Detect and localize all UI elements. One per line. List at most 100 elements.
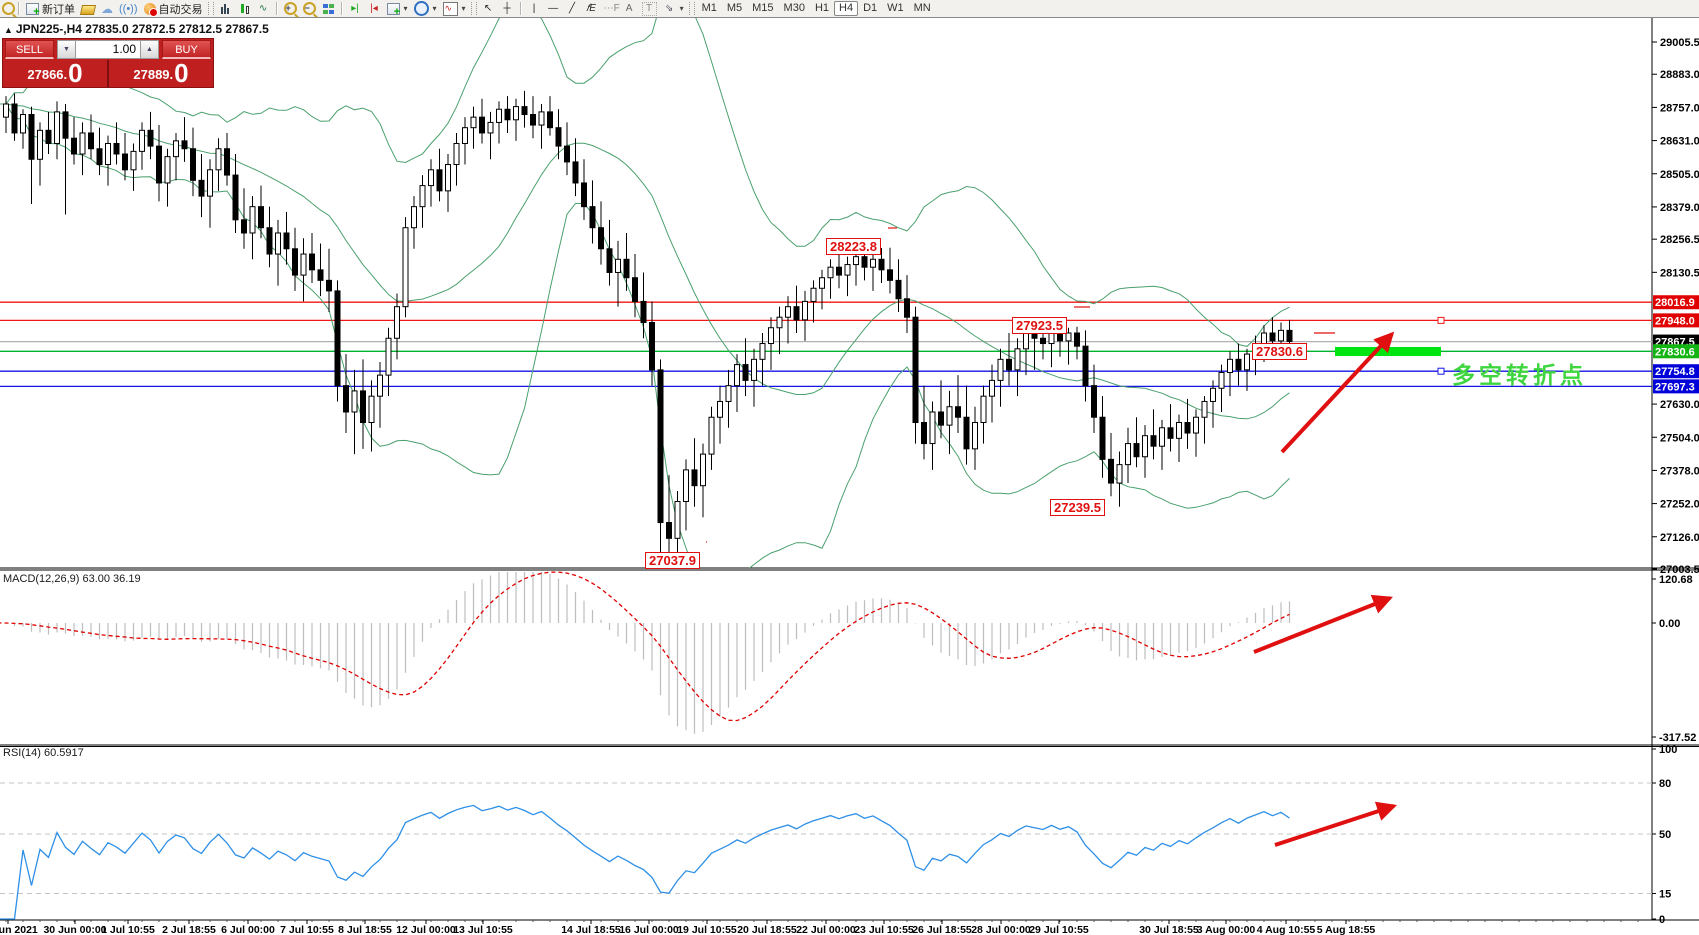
- zoom-in-icon: +: [283, 2, 297, 15]
- turning-point-text[interactable]: 多空转折点: [1452, 362, 1587, 388]
- indicators-button[interactable]: ▾: [440, 1, 469, 17]
- line-chart-button[interactable]: ∿: [254, 1, 273, 17]
- indicators-icon: [442, 1, 458, 16]
- trend-arrow[interactable]: [1253, 594, 1393, 654]
- price-badges: 28016.927948.027867.527830.627754.827697…: [1653, 295, 1699, 394]
- timeframe-mn[interactable]: MN: [913, 2, 931, 14]
- community-button[interactable]: ☁: [98, 1, 116, 17]
- svg-text:13 Jul 10:55: 13 Jul 10:55: [453, 924, 513, 935]
- zoom-in-button[interactable]: +: [281, 1, 300, 17]
- svg-text:4 Aug 10:55: 4 Aug 10:55: [1257, 924, 1316, 935]
- toolbar-grip[interactable]: [470, 2, 477, 15]
- sell-price-pips: 0: [68, 58, 83, 88]
- periods-button[interactable]: ▾: [411, 1, 440, 17]
- svg-text:28757.0: 28757.0: [1660, 102, 1699, 114]
- autotrading-button[interactable]: 自动交易: [141, 1, 206, 17]
- highlight-zone[interactable]: [1335, 347, 1441, 356]
- svg-text:28505.0: 28505.0: [1660, 169, 1699, 181]
- fibonacci-button[interactable]: 𝑓E: [582, 1, 601, 17]
- toolbar-separator: [18, 2, 20, 15]
- periods-icon: [413, 1, 429, 16]
- new-chart-icon: +: [386, 2, 400, 17]
- svg-text:22 Jul 00:00: 22 Jul 00:00: [796, 924, 856, 935]
- svg-text:2 Jul 18:55: 2 Jul 18:55: [162, 924, 216, 935]
- price-callout-27037.9[interactable]: 27037.9: [645, 552, 700, 569]
- volume-decrease-button[interactable]: ▼: [57, 40, 76, 59]
- sell-button[interactable]: SELL: [5, 40, 54, 59]
- sell-price[interactable]: 27866. 0: [3, 60, 107, 87]
- timeframe-d1[interactable]: D1: [863, 2, 878, 14]
- fibonacci-icon: 𝑓E: [586, 2, 596, 14]
- one-click-trade-panel: SELL ▼ 1.00 ▲ BUY 27866. 0 27889. 0: [2, 38, 214, 88]
- price-callout-27830.6[interactable]: 27830.6: [1252, 343, 1307, 360]
- line-handle[interactable]: [1437, 367, 1445, 375]
- cursor-button[interactable]: ↖: [479, 1, 498, 17]
- timeframe-h1[interactable]: H1: [814, 2, 830, 14]
- buy-button[interactable]: BUY: [162, 40, 211, 59]
- new-chart-button[interactable]: + ▾: [384, 1, 411, 17]
- timeframe-m1[interactable]: M1: [701, 2, 717, 14]
- shift-chart-button[interactable]: ▸|: [346, 1, 365, 17]
- horizontal-level-lines[interactable]: [0, 301, 1652, 388]
- timeframe-w1[interactable]: W1: [887, 2, 904, 14]
- svg-text:14 Jul 18:55: 14 Jul 18:55: [561, 924, 621, 935]
- buy-price[interactable]: 27889. 0: [109, 60, 213, 87]
- fibo-expansion-icon: ⋯F: [603, 2, 620, 14]
- macd-label: MACD(12,26,9) 63.00 36.19: [3, 573, 141, 585]
- volume-increase-button[interactable]: ▲: [140, 40, 159, 59]
- timeframe-m30[interactable]: M30: [783, 2, 805, 14]
- price-callout-28223.8[interactable]: 28223.8: [826, 238, 881, 255]
- svg-text:29005.5: 29005.5: [1660, 37, 1699, 49]
- svg-text:1 Jul 10:55: 1 Jul 10:55: [101, 924, 155, 935]
- new-order-button[interactable]: + 新订单: [23, 1, 78, 17]
- shift-chart-icon: ▸|: [351, 2, 359, 14]
- signals-button[interactable]: ((•)): [116, 1, 141, 17]
- trendline-button[interactable]: ╱: [563, 1, 582, 17]
- zoom-out-button[interactable]: −: [300, 1, 319, 17]
- svg-text:0.00: 0.00: [1659, 618, 1680, 630]
- crosshair-button[interactable]: ┼: [498, 1, 517, 17]
- charts-list-icon[interactable]: [2, 2, 15, 15]
- horizontal-line-button[interactable]: —: [544, 1, 563, 17]
- svg-text:27948.0: 27948.0: [1655, 315, 1695, 327]
- fibo-expansion-button[interactable]: ⋯F: [601, 1, 620, 17]
- svg-text:23 Jul 10:55: 23 Jul 10:55: [854, 924, 914, 935]
- svg-text:27754.8: 27754.8: [1655, 366, 1695, 378]
- price-callout-27239.5[interactable]: 27239.5: [1050, 499, 1105, 516]
- svg-text:5 Aug 18:55: 5 Aug 18:55: [1317, 924, 1376, 935]
- toolbar: + 新订单 ☁ ((•)) 自动交易 ∿ + − ▸| |◂ +▾ ▾ ▾ ↖ …: [0, 0, 1699, 18]
- toolbar-grip[interactable]: [207, 2, 214, 15]
- trend-arrow[interactable]: [1280, 331, 1395, 454]
- svg-text:50: 50: [1659, 829, 1671, 841]
- shift-end-button[interactable]: |◂: [365, 1, 384, 17]
- buy-price-pips: 0: [174, 58, 189, 88]
- text-button[interactable]: A: [620, 1, 639, 17]
- shapes-button[interactable]: ⇘ ▾: [660, 1, 687, 17]
- toolbar-separator: [519, 2, 522, 15]
- bar-chart-button[interactable]: [216, 1, 235, 17]
- cursor-icon: ↖: [483, 2, 493, 14]
- volume-input[interactable]: 1.00: [76, 40, 140, 59]
- svg-text:12 Jul 00:00: 12 Jul 00:00: [396, 924, 456, 935]
- price-badge: [1653, 379, 1699, 394]
- candlesticks: [3, 90, 1293, 560]
- timeframe-m15[interactable]: M15: [752, 2, 774, 14]
- vertical-line-button[interactable]: |: [525, 1, 544, 17]
- tile-windows-button[interactable]: [319, 1, 338, 17]
- svg-text:29 Jul 10:55: 29 Jul 10:55: [1029, 924, 1089, 935]
- timeframe-m5[interactable]: M5: [726, 2, 743, 14]
- svg-text:27697.3: 27697.3: [1655, 381, 1695, 393]
- volume-control: ▼ 1.00 ▲: [57, 40, 159, 59]
- toolbar-grip[interactable]: [688, 2, 695, 15]
- line-handle[interactable]: [1437, 316, 1445, 324]
- trend-arrow[interactable]: [1274, 801, 1398, 847]
- price-callout-27923.5[interactable]: 27923.5: [1012, 317, 1067, 334]
- label-button[interactable]: T: [639, 1, 660, 17]
- svg-text:20 Jul 18:55: 20 Jul 18:55: [737, 924, 797, 935]
- svg-text:28631.0: 28631.0: [1660, 136, 1699, 148]
- timeframe-h4[interactable]: H4: [834, 1, 859, 16]
- candle-chart-button[interactable]: [235, 1, 254, 17]
- one-click-collapse-icon[interactable]: ▲: [4, 25, 13, 35]
